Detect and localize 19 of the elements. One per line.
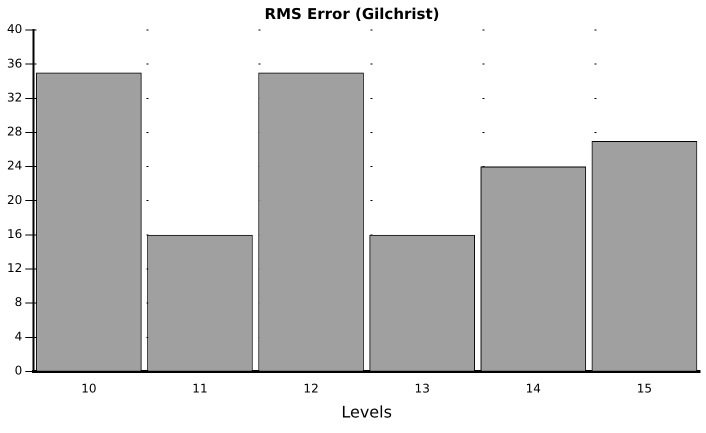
y-tick-label: 24 xyxy=(6,158,22,173)
y-tick-label: 12 xyxy=(6,261,22,276)
x-tick-label: 11 xyxy=(192,382,208,396)
y-tick-label: 32 xyxy=(6,90,22,104)
x-tick-label: 10 xyxy=(81,382,96,396)
y-tick-label: 0 xyxy=(14,364,22,378)
x-tick-label: 13 xyxy=(414,382,430,396)
y-tick-label: 20 xyxy=(6,192,22,207)
y-tick-label: 16 xyxy=(6,226,22,241)
y-tick-label: 28 xyxy=(6,124,22,139)
y-tick-label: 36 xyxy=(6,56,22,70)
x-tick-label: 15 xyxy=(636,382,652,396)
x-tick-label: 14 xyxy=(526,382,541,396)
y-tick-label: 8 xyxy=(14,295,22,310)
y-tick-label: 40 xyxy=(6,22,22,36)
y-tick-label: 4 xyxy=(14,329,22,344)
x-axis-title: Levels xyxy=(341,402,392,422)
x-tick-label: 12 xyxy=(303,382,319,396)
chart-title: RMS Error (Gilchrist) xyxy=(264,4,440,23)
